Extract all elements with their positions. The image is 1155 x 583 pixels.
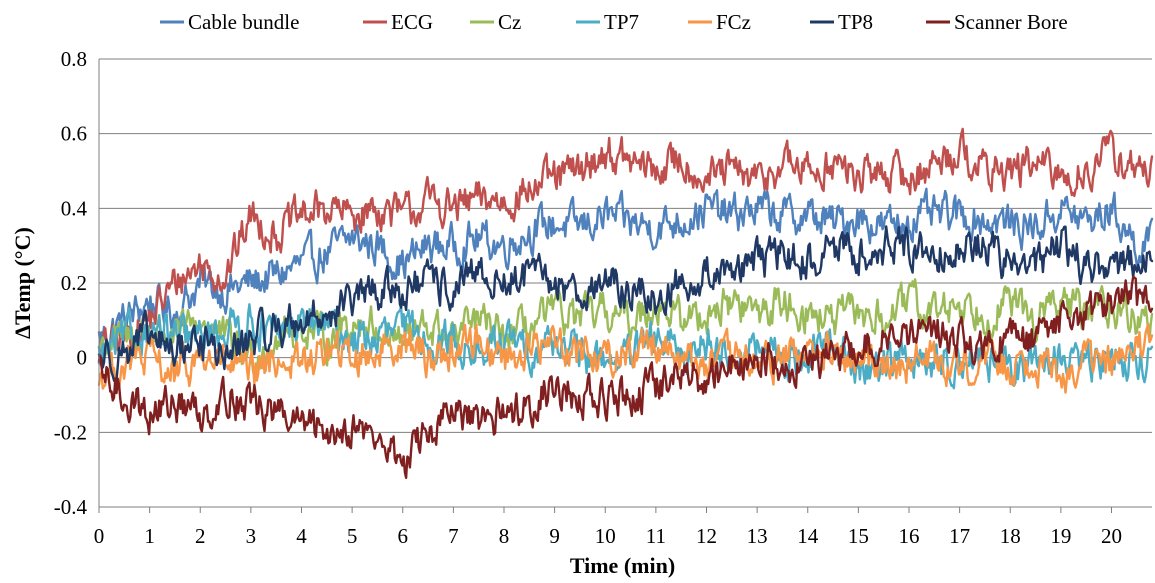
- y-tick-label: 0: [77, 346, 88, 370]
- x-tick-label: 12: [696, 524, 717, 548]
- x-tick-label: 5: [347, 524, 358, 548]
- x-tick-label: 15: [848, 524, 869, 548]
- x-tick-label: 9: [549, 524, 560, 548]
- x-axis-title: Time (min): [570, 553, 675, 578]
- x-tick-label: 2: [195, 524, 206, 548]
- x-tick-label: 0: [94, 524, 105, 548]
- legend-label: FCz: [716, 10, 751, 34]
- y-tick-label: 0.2: [61, 271, 87, 295]
- y-tick-label: -0.4: [54, 495, 88, 519]
- series-line-fcz: [97, 323, 1154, 394]
- y-tick-label: 0.8: [61, 47, 87, 71]
- legend-label: TP8: [838, 10, 873, 34]
- x-tick-label: 6: [398, 524, 409, 548]
- x-tick-label: 17: [949, 524, 970, 548]
- y-tick-label: 0.6: [61, 122, 87, 146]
- x-tick-label: 18: [1000, 524, 1021, 548]
- x-tick-label: 13: [747, 524, 768, 548]
- legend: Cable bundle ECG Cz TP7 FCz TP8 Scanner Bore: [160, 10, 1068, 34]
- series-lines: [97, 127, 1154, 479]
- y-tick-label: -0.2: [54, 420, 87, 444]
- legend-label: TP7: [604, 10, 639, 34]
- y-tick-label: 0.4: [61, 196, 88, 220]
- x-tick-label: 19: [1050, 524, 1071, 548]
- legend-label: ECG: [391, 10, 433, 34]
- legend-label: Cable bundle: [188, 10, 299, 34]
- x-tick-label: 16: [899, 524, 920, 548]
- x-tick-label: 11: [646, 524, 666, 548]
- x-tick-label: 7: [448, 524, 459, 548]
- x-tick-label: 3: [246, 524, 257, 548]
- series-line-ecg: [97, 127, 1154, 365]
- legend-label: Scanner Bore: [954, 10, 1068, 34]
- series-line-scanner-bore: [97, 275, 1154, 479]
- y-axis-title: ΔTemp (°C): [10, 227, 35, 339]
- series-line-cable-bundle: [97, 187, 1154, 350]
- x-tick-label: 14: [797, 524, 819, 548]
- series-line-tp8: [97, 225, 1154, 384]
- x-tick-label: 1: [144, 524, 155, 548]
- legend-label: Cz: [498, 10, 521, 34]
- x-tick-label: 4: [296, 524, 307, 548]
- axes: 0.80.60.40.20-0.2-0.40 1 2 3 4 5 6 7 8 9 10 11 12 13 1…: [54, 47, 1152, 548]
- x-tick-label: 10: [595, 524, 616, 548]
- x-tick-label: 8: [499, 524, 510, 548]
- x-tick-label: 20: [1101, 524, 1122, 548]
